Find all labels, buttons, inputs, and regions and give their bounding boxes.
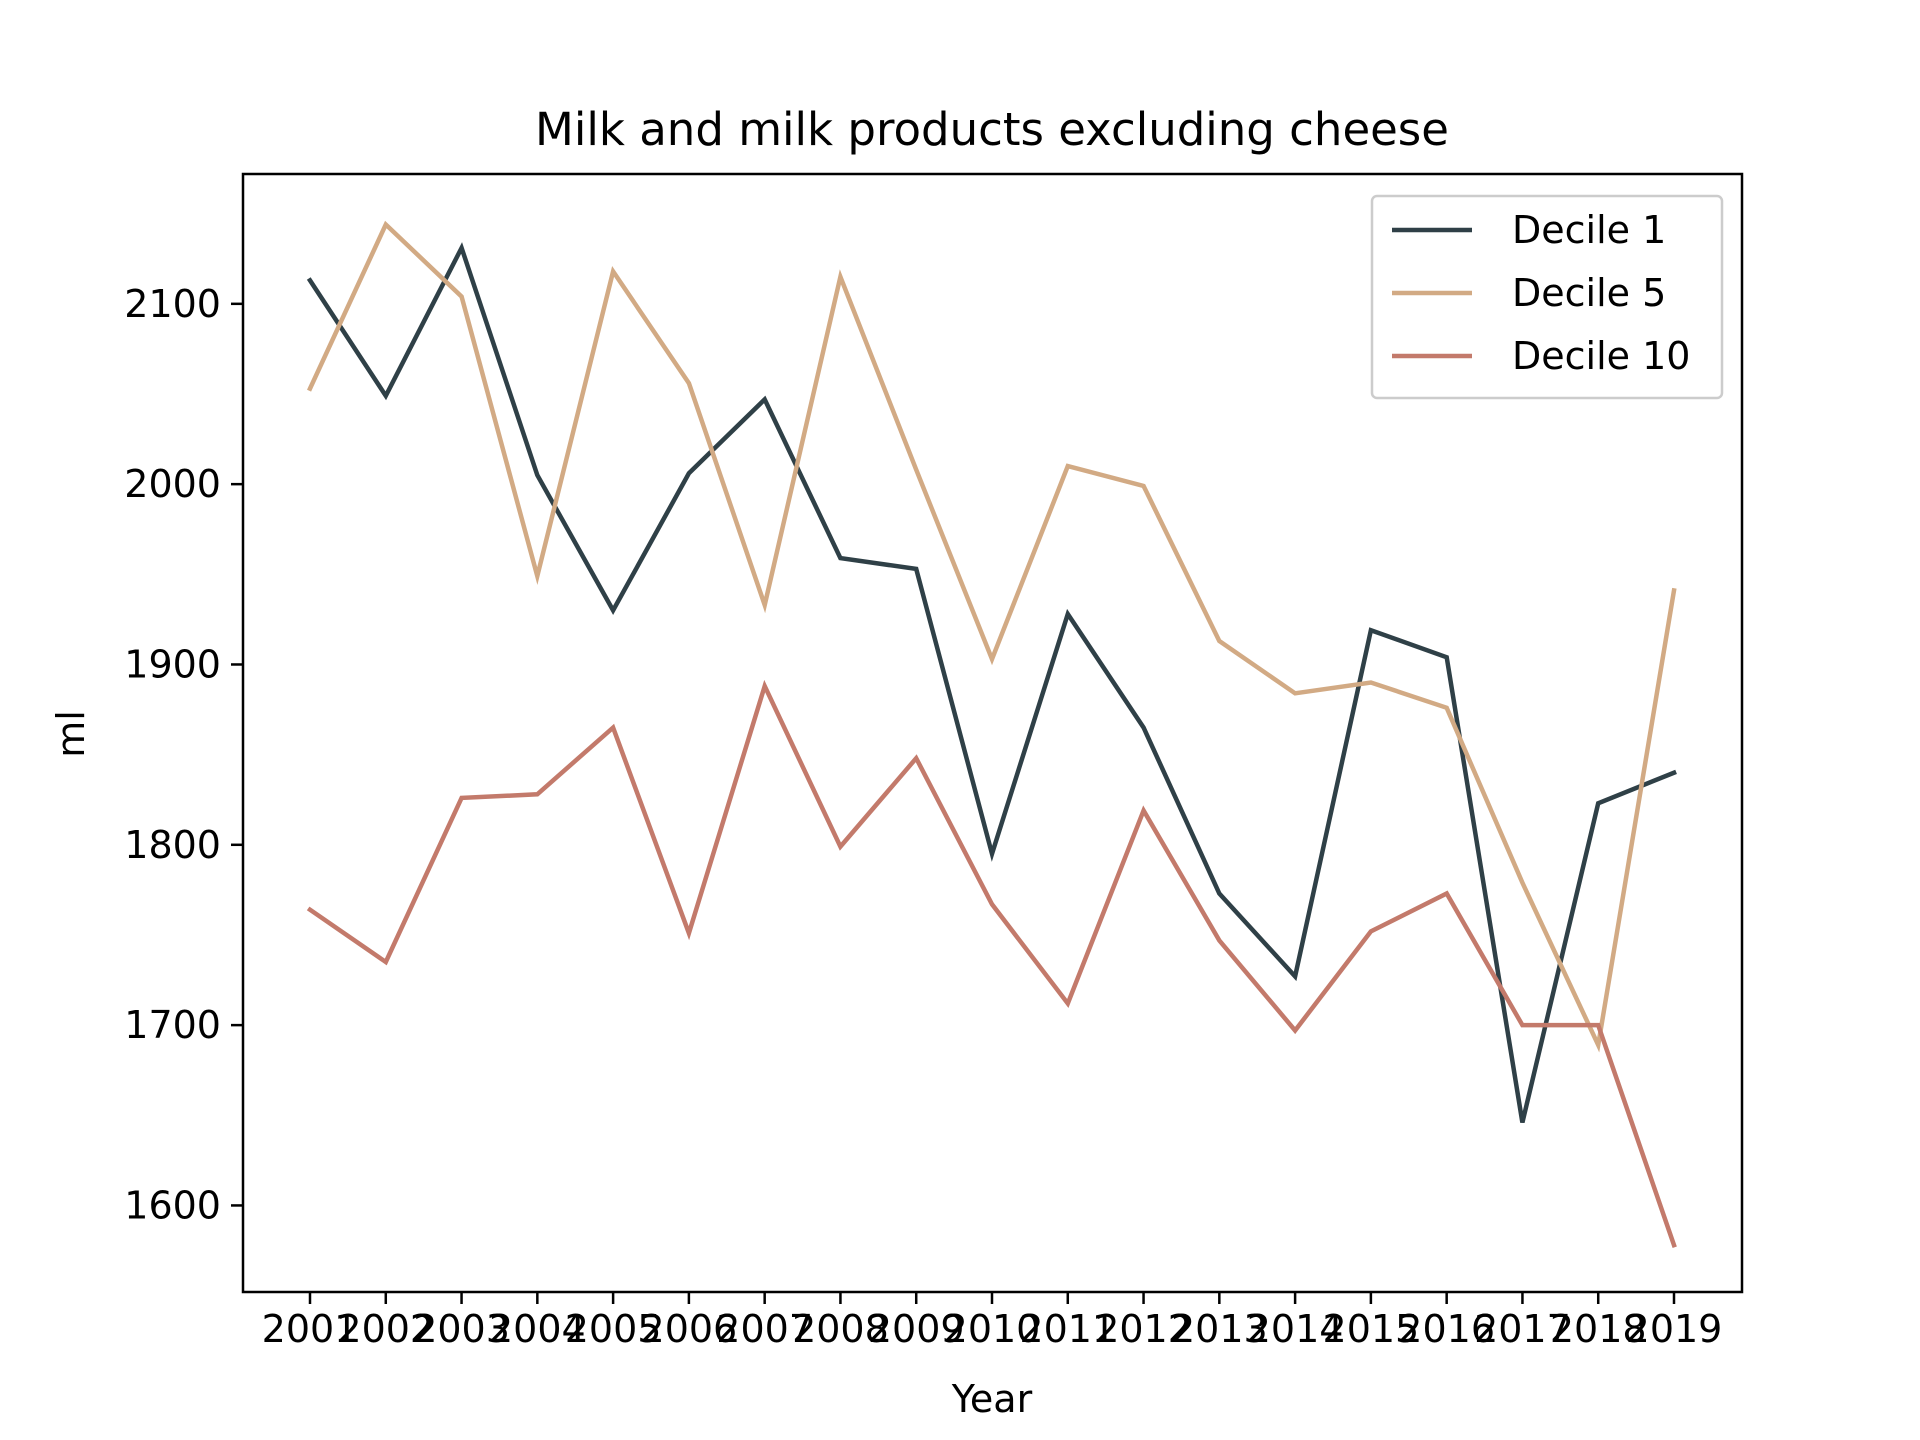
x-tick-label: 2010	[944, 1307, 1041, 1351]
x-tick-label: 2014	[1247, 1307, 1344, 1351]
legend-label: Decile 1	[1512, 208, 1666, 252]
x-tick-label: 2004	[489, 1307, 586, 1351]
y-tick-label: 1800	[124, 823, 221, 867]
x-tick-label: 2016	[1398, 1307, 1495, 1351]
y-tick-label: 2100	[124, 282, 221, 326]
x-tick-label: 2005	[565, 1307, 662, 1351]
x-tick-label: 2012	[1095, 1307, 1192, 1351]
x-tick-label: 2001	[262, 1307, 359, 1351]
x-tick-label: 2009	[868, 1307, 965, 1351]
legend: Decile 1 Decile 5 Decile 10	[1370, 194, 1724, 400]
legend-frame	[1370, 194, 1724, 400]
x-tick-label: 2002	[337, 1307, 434, 1351]
x-axis-label: Year	[951, 1377, 1033, 1421]
y-tick-label: 2000	[124, 462, 221, 506]
plot-area	[306, 220, 1677, 1248]
x-tick-label: 2018	[1550, 1307, 1647, 1351]
y-axis-label: ml	[49, 710, 93, 758]
y-tick-label: 1600	[124, 1183, 221, 1227]
x-tick-label: 2008	[792, 1307, 889, 1351]
x-tick-label: 2003	[413, 1307, 510, 1351]
plot-frame	[241, 172, 1744, 1294]
legend-label: Decile 5	[1512, 271, 1666, 315]
x-tick-label: 2017	[1474, 1307, 1571, 1351]
x-tick-label: 2019	[1626, 1307, 1723, 1351]
y-tick-label: 1700	[124, 1003, 221, 1047]
legend-label: Decile 10	[1512, 334, 1690, 378]
x-tick-label: 2007	[716, 1307, 813, 1351]
axis-ticks: 2001200220032004200520062007200820092010…	[124, 282, 1722, 1351]
chart-title: Milk and milk products excluding cheese	[535, 103, 1449, 156]
x-tick-label: 2013	[1171, 1307, 1268, 1351]
y-tick-label: 1900	[124, 642, 221, 686]
x-tick-label: 2006	[641, 1307, 738, 1351]
x-tick-label: 2011	[1019, 1307, 1116, 1351]
series-line-decile-10	[306, 679, 1677, 1248]
x-tick-label: 2015	[1323, 1307, 1420, 1351]
